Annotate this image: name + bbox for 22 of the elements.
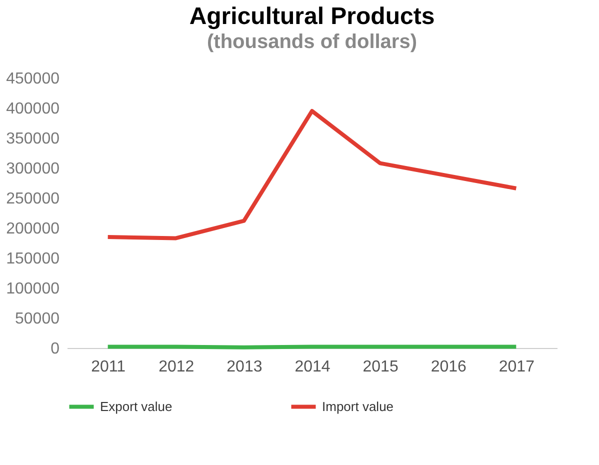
x-tick-label: 2013 [226, 358, 262, 376]
y-tick-label: 400000 [6, 100, 60, 118]
x-tick-label: 2017 [498, 358, 535, 376]
y-tick-label: 100000 [6, 280, 60, 298]
x-tick-label: 2011 [91, 358, 126, 376]
y-tick-label: 450000 [6, 70, 60, 88]
y-tick-label: 300000 [6, 160, 60, 178]
x-tick-label: 2016 [430, 358, 467, 376]
y-tick-label: 200000 [6, 220, 60, 238]
y-tick-label: 250000 [6, 190, 60, 208]
y-tick-label: 0 [50, 340, 60, 358]
x-tick-label: 2012 [158, 358, 194, 376]
y-tick-label: 150000 [6, 250, 60, 268]
y-tick-label: 350000 [6, 130, 60, 148]
line-series [106, 109, 518, 240]
chart-subtitle: (thousands of dollars) [207, 31, 417, 53]
x-tick-label: 2015 [362, 358, 398, 376]
legend-label: Export value [100, 398, 172, 414]
chart-title: Agricultural Products [189, 3, 435, 30]
x-tick-label: 2014 [294, 358, 330, 376]
y-tick-label: 50000 [15, 310, 60, 328]
legend-label: Import value [322, 398, 394, 414]
